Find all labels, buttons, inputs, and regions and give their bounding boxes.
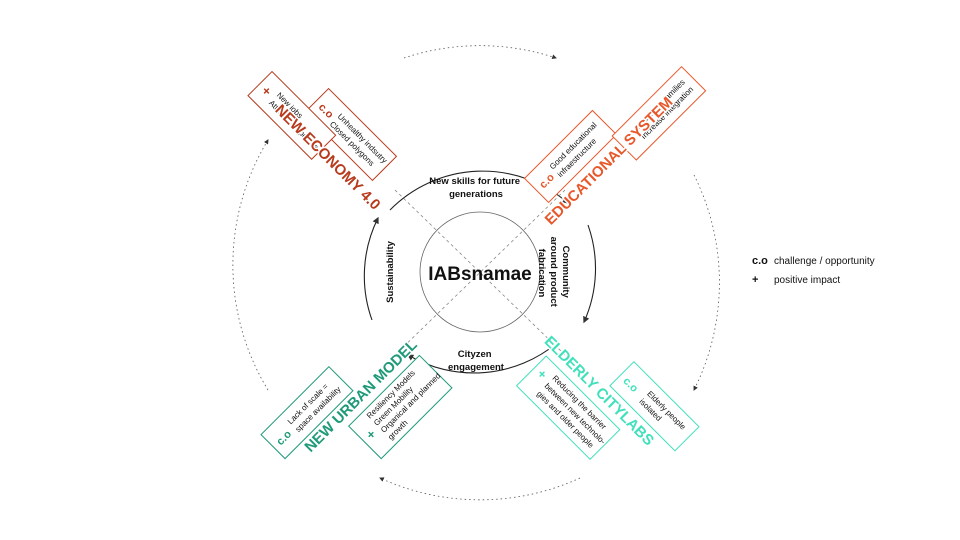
- label-new-skills-line-1: New skills for future: [429, 176, 520, 187]
- outer-arc-bottom: [379, 477, 581, 501]
- quadrant-new-economy: NEW ECONOMY 4.0 c.o Unhealthy indsutry C…: [247, 70, 398, 215]
- label-community-line-2: around product: [548, 237, 559, 308]
- center-title: IABsnamae: [428, 264, 532, 285]
- middle-arc-right: [583, 224, 597, 324]
- urban-co-frame: [260, 366, 354, 460]
- inner-circle: [419, 211, 541, 333]
- outer-ring: [232, 45, 720, 501]
- urban-plus-frame: [347, 354, 453, 460]
- legend-co-text: challenge / opportunity: [774, 255, 875, 267]
- label-cityzen-line-2: engagement: [448, 362, 505, 373]
- outer-arc-top: [403, 45, 557, 60]
- elderly-plus-frame: [515, 355, 621, 461]
- label-cityzen: Cityzen engagement: [448, 349, 505, 373]
- new-economy-plus-frame: [247, 70, 337, 160]
- label-cityzen-line-1: Cityzen: [458, 349, 492, 360]
- legend-item-plus: + positive impact: [752, 274, 840, 286]
- label-new-skills-line-2: generations: [449, 189, 503, 200]
- outer-arc-left: [232, 139, 269, 391]
- legend-plus-text: positive impact: [774, 274, 841, 286]
- elderly-co-box: c.o Elderly people isolated: [609, 361, 700, 452]
- legend-co-symbol: c.o: [752, 255, 768, 267]
- quadrant-educational: c.o Good educational infraestructure + A…: [523, 65, 707, 230]
- educational-co-frame: [523, 109, 618, 204]
- quadrant-urban: c.o Lack of scale = space availability +…: [260, 335, 453, 460]
- legend-plus-symbol: +: [752, 274, 759, 286]
- urban-plus-box: + Resiliency Models Green Mobility Organ…: [347, 354, 453, 460]
- educational-plus-frame: [611, 65, 707, 161]
- label-new-skills: New skills for future generations: [429, 176, 522, 200]
- elderly-co-frame: [609, 361, 700, 452]
- label-community-line-1: Community: [560, 246, 571, 299]
- label-community-line-3: fabrication: [536, 249, 547, 298]
- middle-arc-left: [363, 216, 379, 321]
- label-sustainability: Sustainability: [385, 240, 396, 302]
- educational-co-box: c.o Good educational infraestructure: [523, 109, 618, 204]
- legend-item-co: c.o challenge / opportunity: [752, 255, 875, 267]
- new-economy-co-frame: [303, 87, 398, 182]
- quadrant-elderly: c.o Elderly people isolated + Reducing t…: [515, 331, 700, 461]
- outer-arc-right: [693, 174, 720, 391]
- label-community: Community around product fabrication: [536, 237, 571, 310]
